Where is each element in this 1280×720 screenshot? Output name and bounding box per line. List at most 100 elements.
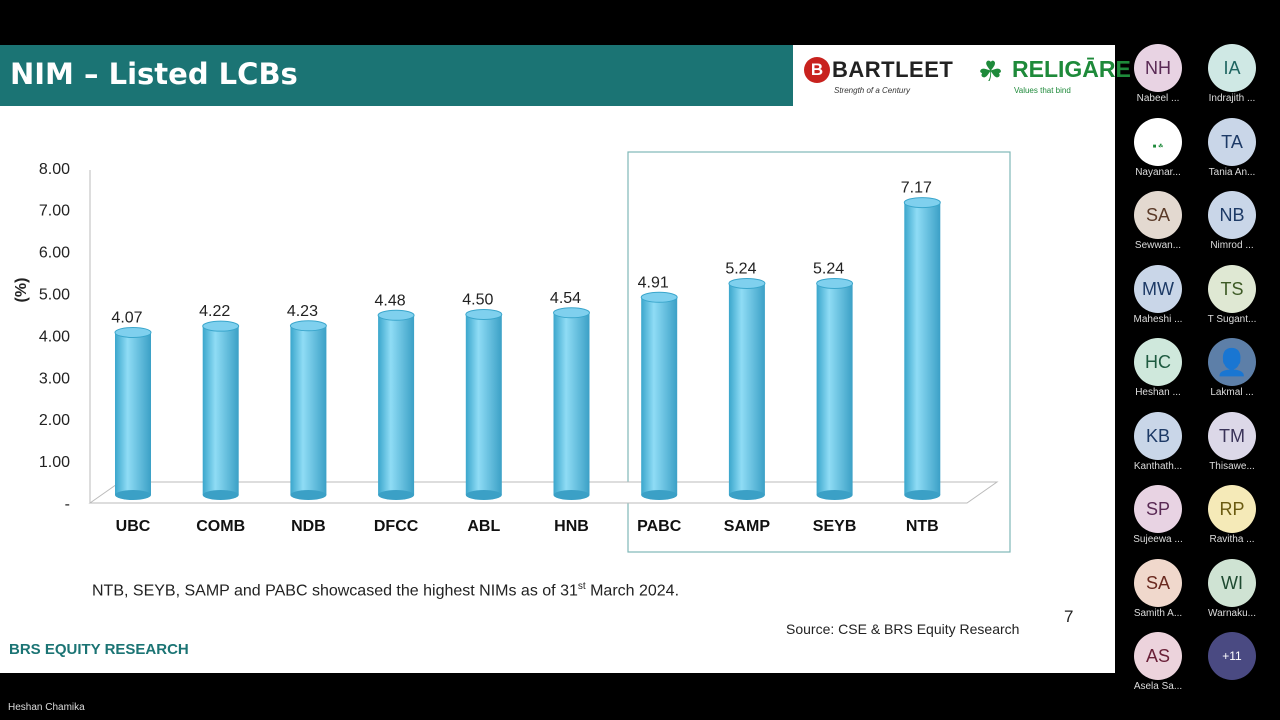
participant-name: Indrajith ... — [1208, 93, 1256, 104]
bar-samp — [728, 283, 765, 495]
avatar: KB — [1134, 411, 1182, 460]
participant-name: Nimrod ... — [1210, 240, 1254, 251]
x-tick-label: NTB — [906, 518, 939, 535]
bar-pabc — [641, 297, 678, 495]
x-tick-label: DFCC — [374, 518, 419, 535]
participant-name: Heshan ... — [1135, 387, 1181, 398]
religare-tagline: Values that bind — [1014, 86, 1071, 95]
bar-abl — [465, 314, 502, 495]
bar-dfcc — [378, 315, 415, 495]
y-tick-label: 1.00 — [39, 454, 70, 471]
bar-base — [816, 490, 853, 500]
slide-title: NIM – Listed LCBs — [10, 57, 298, 91]
participant-tile[interactable]: RP Ravitha ... — [1192, 485, 1272, 545]
data-label: 4.22 — [199, 303, 230, 320]
bar-seyb — [816, 283, 853, 495]
x-tick-label: SEYB — [813, 518, 857, 535]
avatar: 👤 — [1208, 338, 1256, 386]
y-tick-label: 5.00 — [39, 287, 70, 304]
participant-name: Nayanar... — [1135, 166, 1181, 178]
participant-name: Lakmal ... — [1210, 387, 1254, 398]
more-participants-button[interactable]: +11 — [1208, 632, 1256, 680]
data-label: 4.91 — [638, 274, 669, 291]
participant-name: Asela Sa... — [1133, 681, 1183, 692]
participant-name: T Sugant... — [1207, 313, 1257, 325]
y-tick-label: - — [65, 496, 70, 513]
logo-avatar-icon: ■ ☘ — [1152, 143, 1164, 150]
y-tick-label: 7.00 — [39, 203, 70, 220]
avatar: TA — [1208, 117, 1256, 166]
participant-name: Tania An... — [1208, 166, 1256, 178]
bar-base — [904, 490, 941, 500]
participant-tile[interactable]: TS T Sugant... — [1192, 264, 1272, 325]
participant-tile[interactable]: IA Indrajith ... — [1192, 44, 1272, 104]
bartleet-logo: B BARTLEET — [804, 57, 953, 83]
avatar: TS — [1208, 264, 1256, 313]
participant-tile[interactable]: NH Nabeel ... — [1118, 44, 1198, 104]
y-tick-label: 8.00 — [39, 161, 70, 178]
participant-tile[interactable]: AS Asela Sa... — [1118, 632, 1198, 692]
y-tick-label: 2.00 — [39, 412, 70, 429]
participant-name: Samith A... — [1133, 607, 1183, 619]
participant-tile[interactable]: SA Samith A... — [1118, 558, 1198, 619]
bar-base — [641, 490, 678, 500]
bar-base — [378, 490, 415, 500]
x-tick-label: HNB — [554, 518, 589, 535]
highlight-box — [627, 151, 1011, 553]
avatar: SA — [1134, 191, 1182, 239]
avatar: RP — [1208, 485, 1256, 533]
participant-name: Ravitha ... — [1209, 534, 1255, 545]
avatar: AS — [1134, 632, 1182, 680]
participant-name: Warnaku... — [1208, 607, 1256, 619]
bar-base — [728, 490, 765, 500]
x-tick-label: SAMP — [724, 518, 771, 535]
participant-tile[interactable]: 👤 Lakmal ... — [1192, 338, 1272, 398]
bar-base — [290, 490, 327, 500]
data-label: 4.23 — [287, 303, 318, 320]
participant-name: Thisawe... — [1209, 460, 1255, 472]
bar-hnb — [553, 312, 590, 495]
bar-base — [553, 490, 590, 500]
religare-wordmark: RELIGĀRE — [1012, 56, 1131, 82]
y-tick-label: 4.00 — [39, 328, 70, 345]
participant-name: Sewwan... — [1134, 240, 1182, 251]
shared-slide: NIM – Listed LCBs B BARTLEET Strength of… — [0, 45, 1131, 673]
data-label: 4.54 — [550, 290, 581, 307]
participant-tile[interactable]: MW Maheshi ... — [1118, 264, 1198, 325]
bar-ubc — [115, 332, 151, 495]
title-bar: NIM – Listed LCBs — [0, 45, 793, 106]
avatar: WI — [1208, 558, 1256, 607]
sponsor-logos: B BARTLEET Strength of a Century ☘ RELIG… — [800, 53, 1131, 101]
bar-base — [465, 490, 502, 500]
participant-tile[interactable]: +11 — [1192, 632, 1272, 681]
participant-tile[interactable]: NB Nimrod ... — [1192, 191, 1272, 251]
bar-top — [816, 277, 854, 289]
presenter-name: Heshan Chamika — [8, 702, 85, 713]
religare-logo: ☘ RELIGĀRE Values that bind — [978, 57, 1131, 99]
y-tick-label: 3.00 — [39, 370, 70, 387]
participant-tile[interactable]: SP Sujeewa ... — [1118, 485, 1198, 545]
bar-top — [728, 277, 766, 289]
participant-tile[interactable]: WI Warnaku... — [1192, 558, 1272, 619]
bar-top — [903, 197, 941, 209]
data-label: 4.07 — [111, 309, 142, 326]
bartleet-wordmark: BARTLEET — [832, 57, 954, 82]
participant-tile[interactable]: KB Kanthath... — [1118, 411, 1198, 472]
bar-top — [377, 309, 415, 321]
bar-base — [115, 490, 151, 500]
x-tick-label: COMB — [196, 518, 245, 535]
source-note: Source: CSE & BRS Equity Research — [786, 621, 1020, 637]
avatar: TM — [1208, 411, 1256, 460]
bar-top — [202, 320, 240, 332]
participant-tile[interactable]: TM Thisawe... — [1192, 411, 1272, 472]
avatar: NH — [1134, 44, 1182, 92]
participant-name: Nabeel ... — [1136, 93, 1180, 104]
bartleet-tagline: Strength of a Century — [834, 86, 911, 95]
participant-tile[interactable]: SA Sewwan... — [1118, 191, 1198, 251]
avatar: SA — [1134, 558, 1182, 607]
nim-bar-chart: - 1.00 2.00 3.00 4.00 5.00 6.00 7.00 8.00 (%) 4.07… — [13, 151, 1011, 553]
participant-tile[interactable]: HC Heshan ... — [1118, 338, 1198, 398]
participant-tile[interactable]: ■ ☘ Nayanar... — [1118, 117, 1198, 178]
avatar: IA — [1208, 44, 1256, 92]
participant-tile[interactable]: TA Tania An... — [1192, 117, 1272, 178]
